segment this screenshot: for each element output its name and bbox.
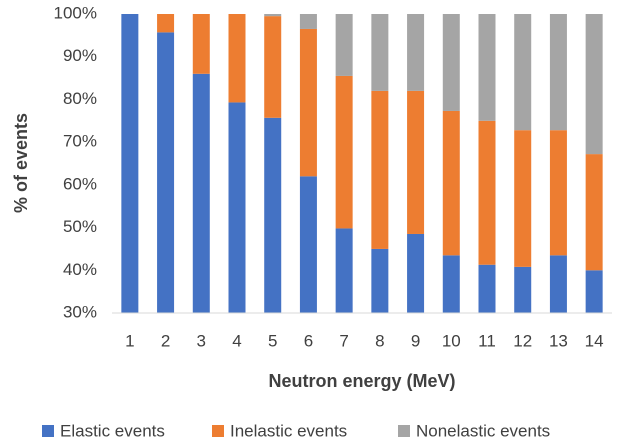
bar-segment (228, 14, 246, 103)
x-tick-label: 5 (268, 331, 277, 350)
bar-segment (514, 14, 532, 131)
bar-segment (407, 90, 425, 234)
y-tick-label: 90% (63, 46, 97, 65)
x-tick-label: 6 (304, 331, 313, 350)
bar-segment (478, 14, 496, 121)
legend-swatch (42, 425, 54, 437)
bar-segment (585, 14, 603, 155)
x-tick-label: 8 (375, 331, 384, 350)
bar-segment (299, 14, 317, 29)
y-tick-label: 70% (63, 132, 97, 151)
x-tick-label: 13 (549, 331, 568, 350)
bar-segment (371, 248, 389, 313)
x-tick-label: 3 (197, 331, 206, 350)
bar-segment (335, 228, 353, 313)
bar-segment (478, 264, 496, 313)
bar-segment (549, 14, 567, 131)
legend-label: Elastic events (60, 421, 165, 440)
x-tick-label: 4 (232, 331, 241, 350)
bar-segment (514, 266, 532, 313)
bar-segment (442, 14, 460, 111)
bar-segment (335, 14, 353, 76)
x-tick-label: 12 (513, 331, 532, 350)
legend-label: Nonelastic events (416, 421, 550, 440)
bar-segment (192, 73, 210, 313)
y-tick-label: 100% (54, 3, 97, 22)
x-tick-label: 2 (161, 331, 170, 350)
x-tick-label: 10 (442, 331, 461, 350)
bar-segment (335, 75, 353, 229)
plot-area (121, 14, 603, 313)
y-tick-label: 30% (63, 302, 97, 321)
x-axis-title: Neutron energy (MeV) (268, 371, 455, 391)
bar-segment (478, 120, 496, 265)
bar-segment (371, 90, 389, 249)
x-tick-label: 9 (411, 331, 420, 350)
x-tick-label: 11 (478, 331, 496, 350)
y-tick-label: 50% (63, 217, 97, 236)
bar-segment (264, 16, 282, 118)
bar-segment (299, 28, 317, 177)
bar-segment (121, 14, 139, 313)
bar-segment (442, 255, 460, 313)
x-tick-label: 14 (585, 331, 604, 350)
legend-swatch (212, 425, 224, 437)
bar-segment (549, 255, 567, 313)
bar-segment (299, 176, 317, 313)
y-tick-label: 60% (63, 174, 97, 193)
bar-segment (514, 130, 532, 267)
bar-segment (585, 154, 603, 271)
bar-segment (585, 270, 603, 313)
bar-segment (264, 14, 282, 17)
y-axis-title: % of events (11, 113, 31, 213)
bar-segment (157, 32, 175, 313)
x-tick-label: 7 (339, 331, 348, 350)
bar-segment (228, 102, 246, 313)
bar-segment (371, 14, 389, 91)
y-tick-label: 80% (63, 89, 97, 108)
legend-label: Inelastic events (230, 421, 347, 440)
bar-segment (407, 233, 425, 313)
x-tick-label: 1 (125, 331, 134, 350)
bar-segment (549, 130, 567, 256)
bar-segment (157, 14, 175, 33)
bar-segment (264, 117, 282, 313)
bar-segment (192, 14, 210, 74)
legend-swatch (398, 425, 410, 437)
bar-segment (442, 110, 460, 256)
bar-segment (407, 14, 425, 91)
y-tick-label: 40% (63, 260, 97, 279)
